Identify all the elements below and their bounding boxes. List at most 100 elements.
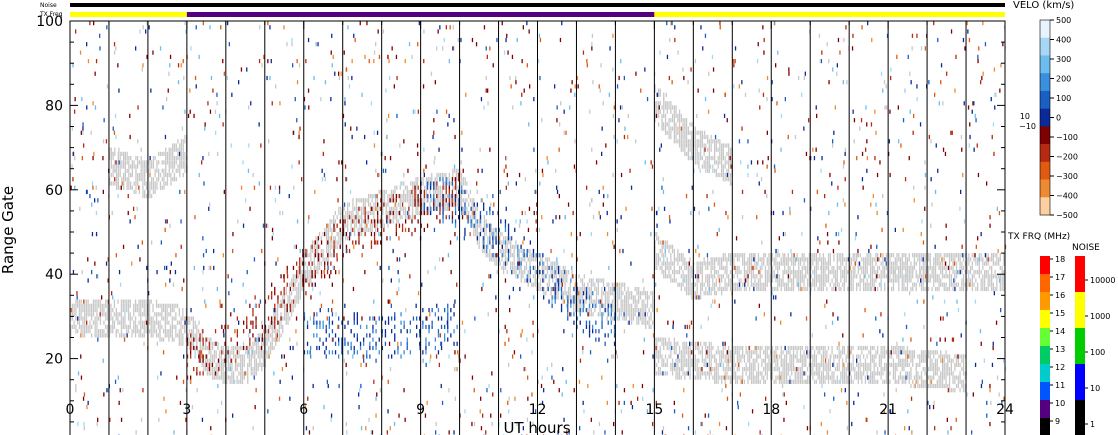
data-cell-3160 <box>952 286 954 292</box>
data-cell-4868 <box>137 156 139 161</box>
data-cell-110 <box>98 299 100 304</box>
data-cell-4892 <box>144 177 146 182</box>
data-cell-1537 <box>501 265 503 271</box>
data-cell-3943 <box>819 362 821 368</box>
data-cell-4101 <box>864 345 867 351</box>
data-cell-3639 <box>736 367 739 372</box>
data-cell-393 <box>178 329 180 334</box>
data-cell-2540 <box>784 265 786 271</box>
data-cell-3358 <box>657 367 660 372</box>
data-cell-573 <box>229 379 231 384</box>
data-cell-4142 <box>877 367 879 372</box>
data-cell-307 <box>154 329 156 334</box>
data-cell-3442 <box>682 350 684 355</box>
data-cell-811 <box>294 303 296 308</box>
data-cell-3112 <box>938 274 940 279</box>
data-cell-1109 <box>376 198 379 203</box>
data-cell-1630 <box>527 248 529 254</box>
data-cell-1480 <box>483 244 485 249</box>
data-cell-3209 <box>966 286 968 292</box>
data-cell-2026 <box>641 308 643 313</box>
data-cell-387 <box>176 333 179 338</box>
data-cell-1186 <box>399 194 401 199</box>
data-cell-2372 <box>736 270 739 275</box>
data-cell-412 <box>184 324 186 330</box>
data-cell-2707 <box>826 265 828 271</box>
data-cell-3688 <box>750 367 753 372</box>
data-cell-1257 <box>418 189 421 195</box>
data-cell-929 <box>327 257 329 262</box>
data-cell-4951 <box>161 177 163 182</box>
data-cell-4139 <box>875 350 877 355</box>
data-cell-976 <box>340 232 342 237</box>
data-cell-3579 <box>721 379 723 384</box>
data-cell-4450 <box>964 383 966 389</box>
data-cell-3169 <box>954 278 956 283</box>
data-cell-2903 <box>882 265 884 271</box>
data-cell-4934 <box>154 156 156 161</box>
data-cell-3575 <box>719 362 721 368</box>
data-cell-4110 <box>868 362 870 368</box>
data-cell-859 <box>306 274 308 279</box>
data-cell-2666 <box>815 257 817 262</box>
data-cell-608 <box>238 354 240 359</box>
data-cell-4254 <box>908 371 910 376</box>
data-cell-2671 <box>817 265 819 271</box>
data-cell-1938 <box>618 295 620 300</box>
data-cell-4657 <box>707 168 709 173</box>
data-cell-27 <box>77 299 79 304</box>
data-cell-2300 <box>715 270 717 275</box>
data-cell-3190 <box>959 253 961 258</box>
data-cell-3628 <box>733 354 735 359</box>
data-cell-4295 <box>920 350 923 355</box>
data-cell-845 <box>301 261 303 266</box>
data-cell-4242 <box>905 358 907 363</box>
data-cell-86 <box>92 308 95 313</box>
data-cell-3047 <box>922 286 924 292</box>
data-cell-2167 <box>680 265 682 271</box>
data-cell-3312 <box>996 282 998 287</box>
data-cell-3572 <box>717 350 719 355</box>
data-cell-3104 <box>936 278 938 283</box>
data-cell-2701 <box>824 265 826 271</box>
data-cell-3079 <box>929 274 931 279</box>
data-cell-3101 <box>934 257 937 262</box>
data-cell-3049 <box>922 278 924 283</box>
data-cell-4636 <box>700 139 702 144</box>
data-cell-1386 <box>455 172 457 178</box>
data-cell-1463 <box>476 206 478 211</box>
data-cell-2697 <box>824 282 826 287</box>
data-cell-4346 <box>934 350 937 355</box>
data-cell-2342 <box>728 274 730 279</box>
data-cell-3487 <box>694 362 696 368</box>
data-cell-494 <box>208 337 210 342</box>
data-cell-3235 <box>973 274 975 279</box>
data-cell-2430 <box>752 253 754 258</box>
data-cell-2156 <box>677 257 679 262</box>
data-cell-2076 <box>654 257 656 262</box>
data-cell-3360 <box>657 354 660 359</box>
data-cell-777 <box>283 303 286 308</box>
data-cell-2705 <box>826 278 828 283</box>
data-cell-3126 <box>941 265 944 271</box>
data-cell-232 <box>134 333 137 338</box>
data-cell-641 <box>247 350 249 355</box>
data-cell-3896 <box>805 345 807 351</box>
data-cell-4680 <box>712 139 714 144</box>
data-cell-1057 <box>362 202 365 207</box>
data-cell-4565 <box>682 118 684 123</box>
data-cell-4932 <box>154 172 156 178</box>
data-cell-1714 <box>553 261 556 266</box>
data-cell-1881 <box>602 282 605 287</box>
data-cell-2709 <box>827 278 830 283</box>
data-cell-34 <box>78 299 81 304</box>
data-cell-1877 <box>601 278 603 283</box>
data-cell-3952 <box>820 345 823 351</box>
data-cell-1768 <box>569 286 571 292</box>
data-cell-1963 <box>624 282 626 287</box>
data-cell-4831 <box>126 156 128 161</box>
data-cell-123 <box>101 303 103 308</box>
data-cell-4226 <box>901 367 903 372</box>
data-cell-738 <box>273 329 275 334</box>
data-cell-1146 <box>389 215 391 220</box>
